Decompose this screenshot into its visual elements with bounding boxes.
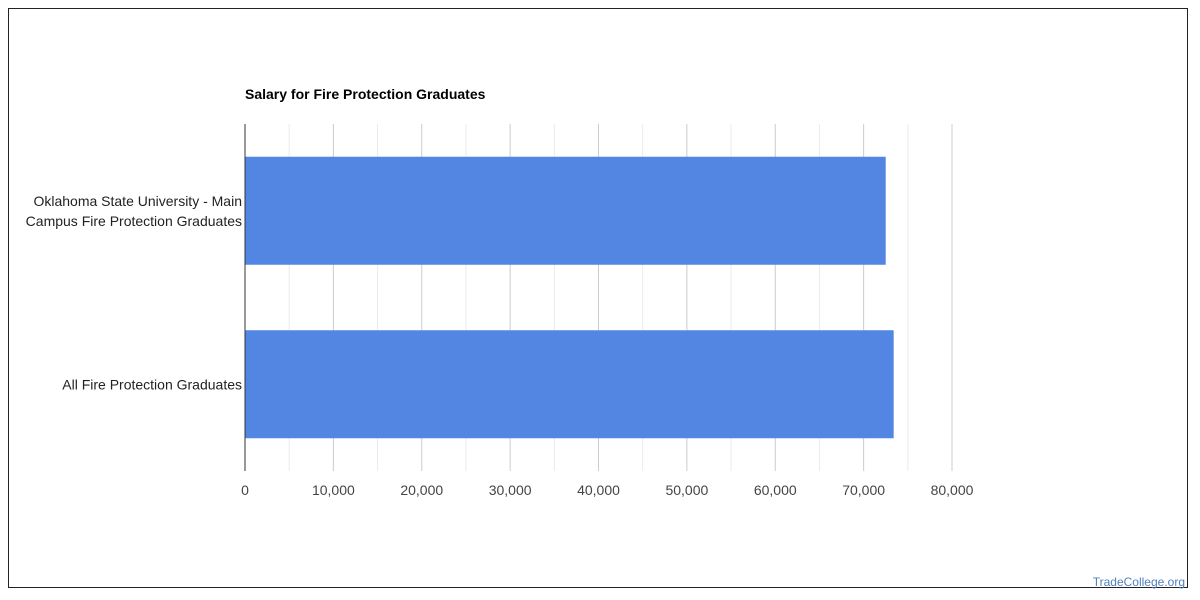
bar — [245, 156, 886, 265]
x-tick-label: 0 — [241, 482, 249, 498]
x-tick-label: 50,000 — [665, 482, 708, 498]
category-label: Oklahoma State University - Main Campus F… — [26, 193, 242, 229]
x-tick-label: 10,000 — [312, 482, 355, 498]
x-tick-label: 70,000 — [842, 482, 885, 498]
chart-title: Salary for Fire Protection Graduates — [245, 86, 486, 102]
watermark-link[interactable]: TradeCollege.org — [1092, 575, 1185, 589]
x-tick-label: 40,000 — [577, 482, 620, 498]
x-tick-label: 20,000 — [400, 482, 443, 498]
bar — [245, 330, 894, 439]
x-tick-label: 60,000 — [754, 482, 797, 498]
category-label: All Fire Protection Graduates — [62, 376, 242, 392]
x-tick-label: 80,000 — [931, 482, 974, 498]
x-tick-label: 30,000 — [489, 482, 532, 498]
